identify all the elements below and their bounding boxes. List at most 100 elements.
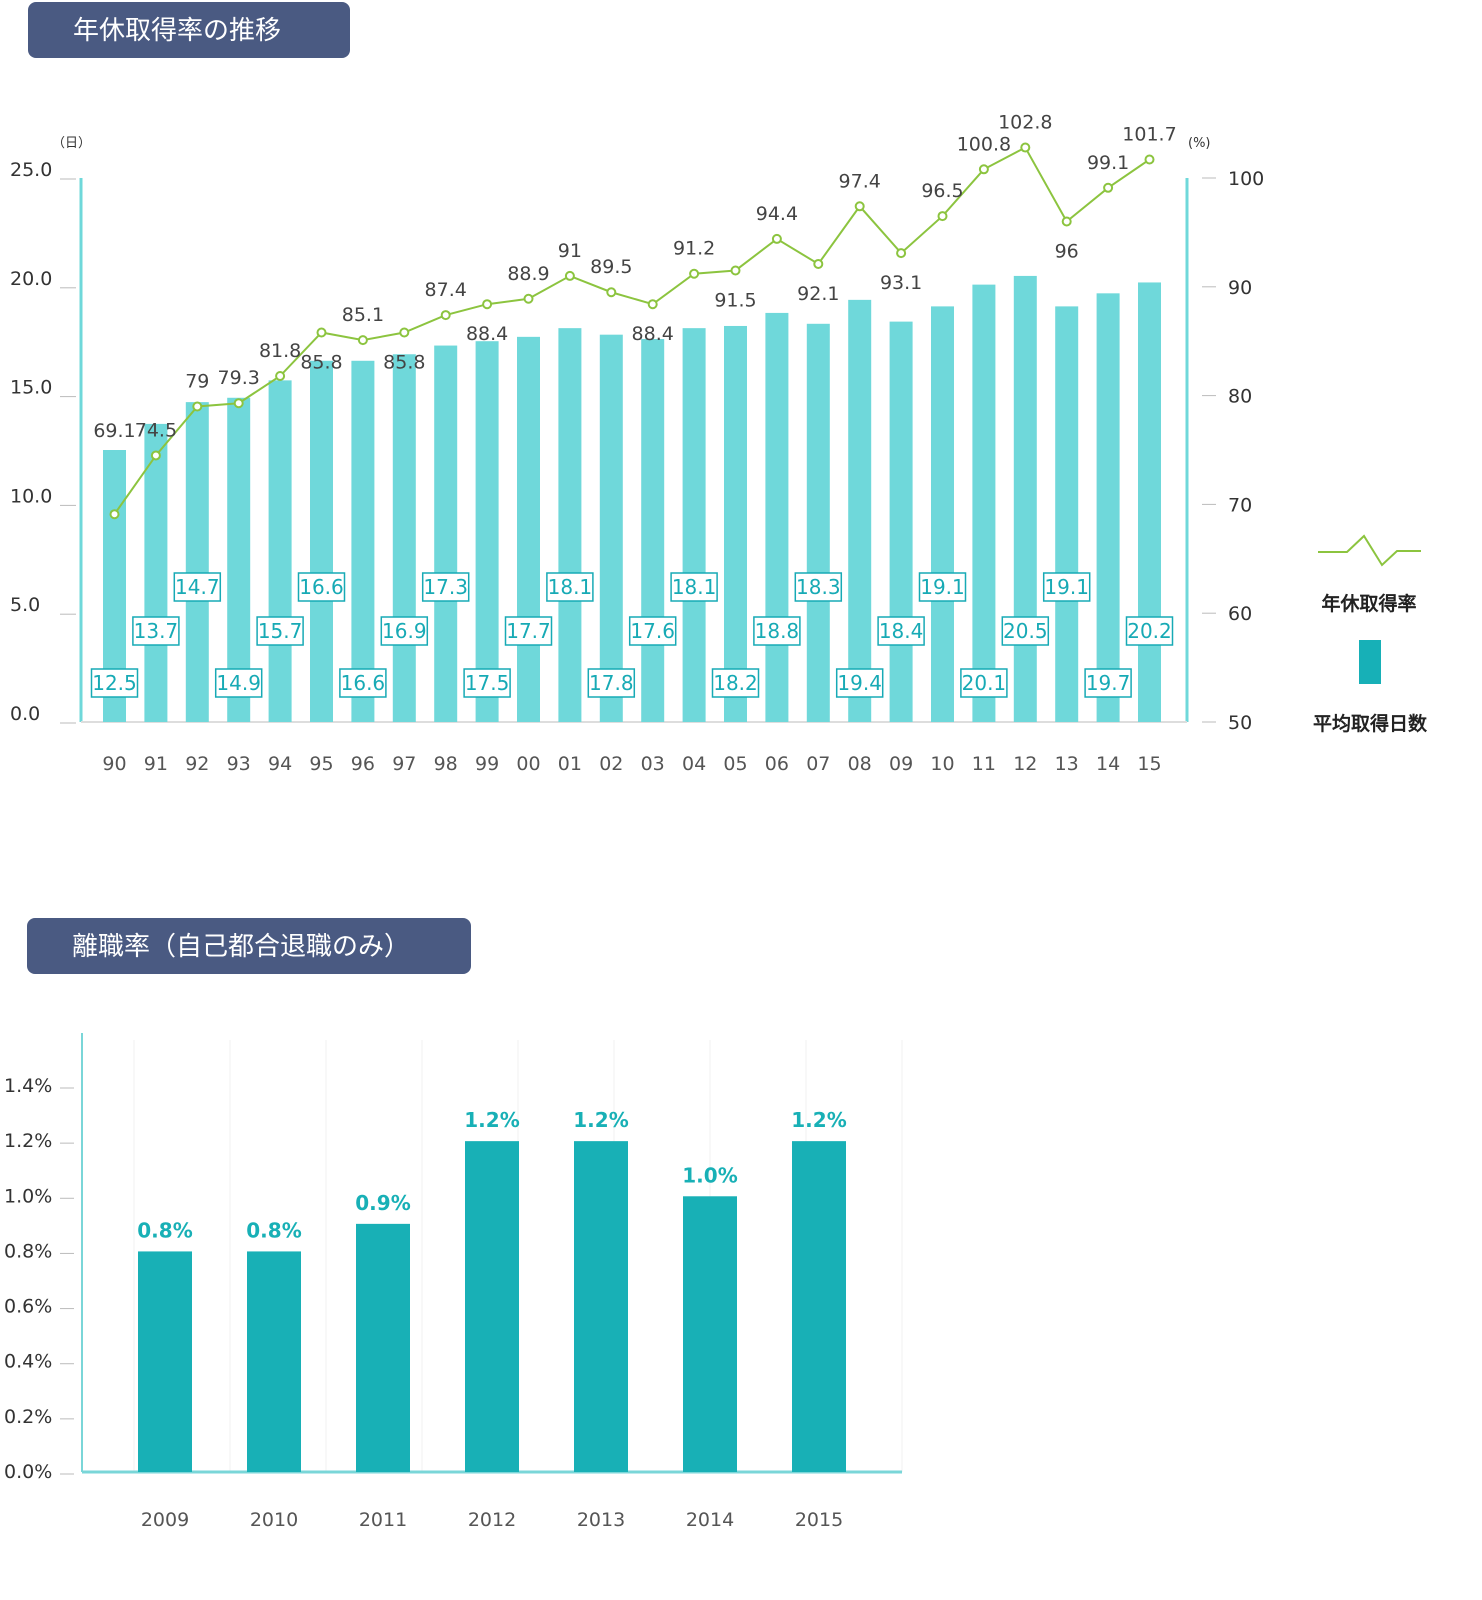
- left-tick-label: 5.0: [10, 594, 40, 616]
- turnover-value-label: 0.8%: [137, 1218, 192, 1242]
- rate-point: [523, 293, 534, 304]
- turnover-bar: [792, 1141, 846, 1472]
- right-tick-label: 70: [1228, 494, 1252, 516]
- turnover-bar: [247, 1251, 301, 1472]
- day-bar: [103, 450, 126, 722]
- rate-point: [647, 299, 658, 310]
- turnover-bar: [574, 1141, 628, 1472]
- x-year-label: 2012: [468, 1509, 516, 1531]
- rate-value-label: 85.8: [300, 351, 342, 373]
- day-value-box-frame: [173, 572, 222, 602]
- rate-point: [564, 270, 575, 281]
- turnover-value-label: 0.8%: [246, 1218, 301, 1242]
- day-value-box: 17.5: [463, 668, 511, 698]
- x-category-label: 15: [1137, 753, 1161, 775]
- x-category-label: 10: [930, 753, 954, 775]
- x-year-label: 2011: [359, 1509, 407, 1531]
- day-value-box-frame: [132, 616, 180, 646]
- rate-value-label: 100.8: [957, 133, 1011, 155]
- day-bar: [931, 306, 954, 722]
- rate-value-label: 96: [1055, 241, 1079, 263]
- turnover-bar: [356, 1223, 410, 1472]
- rate-point: [606, 287, 617, 298]
- legend-bar-swatch: [1359, 640, 1381, 684]
- right-tick-label: 60: [1228, 603, 1252, 625]
- day-value-label: 17.3: [423, 575, 468, 599]
- right-tick-label: 100: [1228, 168, 1264, 190]
- rate-value-label: 89.5: [590, 256, 632, 278]
- day-value-label: 19.1: [1044, 575, 1089, 599]
- rate-value-label: 91.5: [714, 289, 756, 311]
- day-bar: [972, 284, 996, 722]
- x-category-label: 98: [434, 753, 458, 775]
- day-value-label: 12.5: [92, 671, 137, 695]
- x-category-label: 96: [351, 753, 375, 775]
- x-category-label: 07: [806, 753, 830, 775]
- day-value-box: 20.2: [1125, 616, 1174, 646]
- day-value-label: 20.1: [962, 671, 1007, 695]
- chart2-title: 離職率（自己都合退職のみ）: [27, 918, 471, 974]
- day-value-box-frame: [421, 572, 470, 602]
- chart1-title: 年休取得率の推移: [28, 2, 350, 58]
- x-year-label: 2014: [686, 1509, 734, 1531]
- day-value-label: 18.1: [672, 575, 717, 599]
- day-bar: [268, 380, 292, 722]
- x-category-label: 90: [102, 753, 126, 775]
- day-value-box: 16.6: [297, 572, 346, 602]
- turnover-value-label: 1.2%: [791, 1108, 846, 1132]
- day-value-label: 18.2: [713, 671, 758, 695]
- x-year-label: 2010: [250, 1509, 298, 1531]
- rate-point: [1061, 216, 1072, 227]
- day-value-box: 18.4: [877, 616, 925, 646]
- x-category-label: 08: [848, 753, 872, 775]
- day-value-box: 14.7: [173, 572, 222, 602]
- day-value-label: 16.9: [382, 619, 427, 643]
- rate-value-label: 85.1: [342, 304, 384, 326]
- left-tick-label: 20.0: [10, 268, 52, 290]
- day-bar: [185, 402, 209, 722]
- x-category-label: 97: [392, 753, 416, 775]
- day-value-box-frame: [90, 668, 139, 698]
- day-value-box-frame: [794, 572, 843, 602]
- day-value-label: 17.5: [465, 671, 510, 695]
- day-value-box-frame: [1084, 668, 1132, 698]
- day-value-box-frame: [380, 616, 429, 646]
- x-category-label: 04: [682, 753, 706, 775]
- day-value-box-frame: [297, 572, 346, 602]
- y-tick-label: 0.0%: [4, 1461, 52, 1483]
- rate-value-label: 94.4: [756, 203, 798, 225]
- rate-value-label: 85.8: [383, 351, 425, 373]
- rate-value-label: 88.9: [507, 263, 549, 285]
- day-bar: [641, 339, 665, 722]
- x-category-label: 14: [1096, 753, 1120, 775]
- day-bar: [682, 328, 706, 722]
- day-value-box-frame: [918, 572, 967, 602]
- day-value-box-frame: [214, 668, 263, 698]
- rate-point: [1144, 154, 1155, 165]
- rate-value-label: 79: [185, 370, 209, 392]
- rate-value-label: 88.4: [466, 323, 508, 345]
- turnover-value-label: 1.2%: [464, 1108, 519, 1132]
- turnover-value-label: 1.2%: [573, 1108, 628, 1132]
- turnover-value-label: 1.0%: [682, 1163, 737, 1187]
- day-value-box-frame: [670, 572, 718, 602]
- x-category-label: 01: [558, 753, 582, 775]
- rate-point: [482, 299, 493, 310]
- day-value-box: 17.6: [628, 616, 677, 646]
- day-bar: [517, 336, 540, 722]
- turnover-value-label: 0.9%: [355, 1191, 410, 1215]
- left-tick-label: 10.0: [10, 485, 52, 507]
- rate-value-label: 97.4: [839, 170, 881, 192]
- day-bar: [392, 354, 416, 722]
- day-value-box: 20.1: [960, 668, 1008, 698]
- day-value-box-frame: [960, 668, 1008, 698]
- day-value-box: 18.2: [711, 668, 760, 698]
- x-category-label: 92: [185, 753, 209, 775]
- y-tick-label: 1.0%: [4, 1185, 52, 1207]
- x-category-label: 13: [1055, 753, 1079, 775]
- y-tick-label: 0.6%: [4, 1296, 52, 1318]
- day-value-box: 16.9: [380, 616, 429, 646]
- y-tick-label: 0.4%: [4, 1351, 52, 1373]
- day-bar: [848, 299, 872, 722]
- day-value-label: 19.1: [920, 575, 965, 599]
